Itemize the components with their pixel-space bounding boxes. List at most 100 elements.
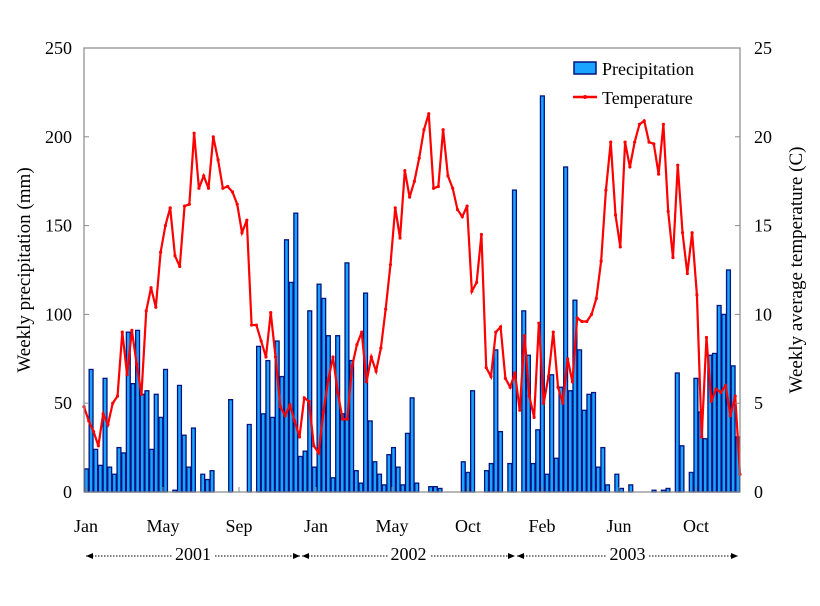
temperature-point [546, 374, 551, 379]
x-tick-label: Feb [529, 516, 556, 536]
temperature-point [317, 451, 321, 455]
temperature-point [101, 412, 105, 416]
temperature-point [671, 255, 675, 260]
precipitation-bar [507, 462, 513, 493]
temperature-point [226, 184, 230, 189]
precipitation-bar [567, 390, 573, 493]
precipitation-bar [148, 448, 155, 493]
temperature-point [613, 213, 618, 217]
temperature-point [599, 259, 603, 263]
temperature-point [135, 362, 139, 366]
precipitation-bar [372, 461, 378, 493]
precipitation-bar [158, 416, 164, 493]
precipitation-bar [702, 438, 708, 493]
y-right-tick-label: 25 [754, 38, 772, 58]
precipitation-bar [190, 427, 197, 493]
temperature-point [293, 419, 297, 423]
temperature-point [111, 401, 115, 405]
y-right-tick-label: 10 [754, 304, 772, 324]
precipitation-bar [260, 413, 266, 493]
precipitation-bar [674, 372, 680, 493]
temperature-point [484, 366, 488, 370]
precipitation-bar [390, 446, 397, 493]
precipitation-bar [130, 383, 136, 493]
temperature-line [82, 112, 742, 476]
precipitation-bar [228, 398, 234, 493]
temperature-point [321, 410, 326, 414]
temperature-point [575, 316, 579, 320]
temperature-point [709, 399, 713, 404]
precipitation-bar [265, 359, 271, 493]
temperature-point [398, 236, 402, 240]
temperature-point [518, 408, 522, 412]
temperature-point [570, 380, 575, 384]
x-tick-label: Sep [226, 516, 253, 536]
precipitation-bar [544, 473, 550, 493]
x-tick-label: Jan [74, 516, 98, 536]
precipitation-bar [386, 454, 392, 493]
temperature-point [427, 112, 431, 116]
temperature-point [714, 387, 718, 391]
precipitation-bar [181, 434, 187, 493]
temperature-point [719, 390, 723, 395]
temperature-point [192, 131, 196, 135]
precipitation-bar [628, 484, 634, 493]
y-left-tick-label: 100 [45, 304, 72, 324]
precipitation-bar [586, 393, 592, 493]
y-axis-left-label: Weekly precipitation (mm) [14, 167, 35, 372]
y-right-tick-label: 15 [754, 216, 772, 236]
precipitation-bar [339, 413, 345, 493]
temperature-point [350, 364, 354, 368]
x-tick-label: Oct [455, 516, 481, 536]
precipitation-bar [335, 335, 341, 493]
temperature-point [489, 374, 493, 379]
temperature-point [163, 224, 168, 228]
temperature-point [302, 396, 306, 400]
precipitation-bar [93, 448, 99, 493]
precipitation-bar [730, 365, 736, 493]
precipitation-bar [614, 473, 620, 493]
temperature-point [408, 195, 412, 199]
precipitation-bar [688, 471, 694, 493]
precipitation-bar [246, 423, 252, 493]
temperature-polyline [82, 113, 742, 475]
temperature-point [245, 218, 249, 222]
temperature-point [475, 280, 479, 285]
precipitation-bar [581, 409, 587, 493]
plot-frame [83, 47, 741, 493]
temperature-point [355, 342, 359, 347]
precipitation-bar [600, 446, 606, 493]
precipitation-bar [330, 477, 336, 493]
precipitation-bar [302, 450, 308, 493]
temperature-point [87, 419, 91, 423]
temperature-point [479, 232, 484, 237]
temperature-point [537, 321, 541, 325]
temperature-point [154, 305, 158, 309]
precipitation-bar [121, 452, 127, 493]
precipitation-bar [725, 269, 732, 493]
precipitation-bar [367, 420, 373, 493]
precipitation-bar [102, 377, 108, 493]
y-right-tick-label: 5 [754, 393, 763, 413]
y-left-tick-label: 200 [45, 127, 72, 147]
precipitation-bar [97, 464, 103, 493]
temperature-point [551, 330, 555, 334]
precipitation-bar [255, 345, 262, 493]
temperature-point [656, 172, 661, 176]
temperature-point [494, 330, 498, 334]
precipitation-bar [209, 470, 215, 493]
precipitation-bar [488, 462, 494, 493]
temperature-point [637, 122, 642, 126]
y-axis-right-label: Weekly average temperature (C) [786, 147, 807, 394]
temperature-point [527, 394, 531, 398]
y-right-tick-label: 20 [754, 127, 772, 147]
temperature-point [326, 378, 330, 382]
precipitation-bar [414, 482, 420, 493]
temperature-point [230, 190, 235, 194]
temperature-point [403, 168, 407, 173]
precipitation-bar [409, 397, 415, 493]
temperature-point [197, 186, 201, 190]
temperature-point [618, 245, 622, 249]
precipitation-bar [721, 313, 727, 493]
